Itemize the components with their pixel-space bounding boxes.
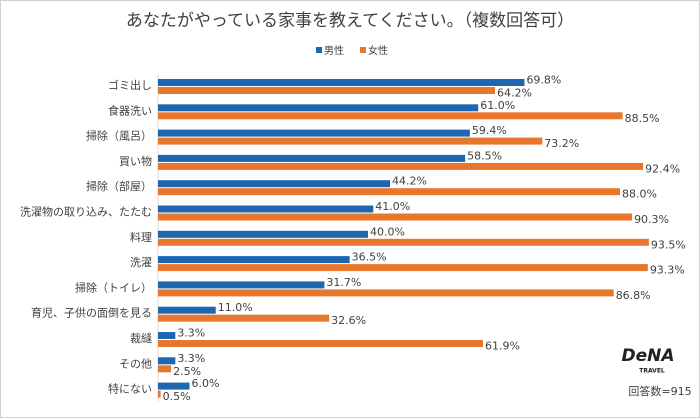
- bar: [158, 332, 176, 339]
- bar: [158, 306, 216, 314]
- bar: [158, 289, 614, 297]
- y-tick-label: 裁縫: [130, 331, 152, 345]
- value-label: 93.3%: [650, 264, 685, 277]
- legend-label: 男性: [324, 44, 344, 57]
- bar: [158, 162, 644, 170]
- y-tick-label: 掃除（部屋）: [86, 179, 152, 193]
- bar: [158, 104, 479, 112]
- value-label: 3.3%: [177, 327, 205, 340]
- value-label: 59.4%: [472, 124, 507, 137]
- bar: [158, 238, 649, 246]
- y-tick-label: 特にない: [108, 382, 152, 396]
- y-tick-label: 食器洗い: [108, 103, 152, 117]
- y-tick-label: 洗濯: [130, 256, 152, 269]
- chart-title: あなたがやっている家事を教えてください。（複数回答可）: [126, 11, 574, 31]
- bar: [158, 264, 648, 272]
- value-label: 86.8%: [616, 289, 651, 302]
- bar: [158, 314, 330, 322]
- value-label: 58.5%: [467, 149, 502, 162]
- bar: [158, 281, 325, 289]
- bar: [158, 137, 543, 145]
- value-label: 41.0%: [375, 200, 410, 213]
- bar: [158, 79, 525, 86]
- bar: [158, 382, 190, 390]
- y-tick-label: 掃除（風呂）: [86, 129, 152, 143]
- bar: [158, 340, 483, 347]
- value-label: 88.0%: [622, 188, 657, 201]
- bar: [158, 180, 391, 188]
- y-tick-label: 育児、子供の面倒を見る: [31, 306, 152, 320]
- value-label: 0.5%: [163, 390, 191, 403]
- logo-sub: TRAVEL: [639, 368, 665, 375]
- bar: [158, 112, 623, 120]
- y-tick-label: 買い物: [119, 154, 152, 168]
- value-label: 93.5%: [651, 238, 686, 251]
- value-label: 40.0%: [370, 225, 405, 238]
- bar: [158, 213, 633, 221]
- bar: [158, 188, 620, 196]
- value-label: 31.7%: [326, 276, 361, 289]
- value-label: 88.5%: [625, 112, 660, 125]
- bar: [158, 87, 496, 94]
- value-label: 36.5%: [352, 251, 387, 264]
- bar: [158, 154, 466, 162]
- value-label: 61.9%: [485, 340, 520, 353]
- value-label: 92.4%: [645, 162, 680, 175]
- bar: [158, 390, 161, 398]
- legend-swatch: [316, 47, 322, 53]
- y-tick-label: 洗濯物の取り込み、たたむ: [20, 205, 152, 219]
- legend-label: 女性: [368, 44, 388, 57]
- value-label: 2.5%: [173, 365, 201, 378]
- value-label: 73.2%: [544, 137, 579, 150]
- value-label: 64.2%: [497, 87, 532, 100]
- logo: DeNA: [621, 346, 674, 366]
- value-label: 3.3%: [177, 352, 205, 365]
- value-label: 44.2%: [392, 175, 427, 188]
- y-tick-label: 掃除（トイレ）: [75, 280, 152, 294]
- value-label: 6.0%: [192, 377, 220, 390]
- y-tick-label: ゴミ出し: [108, 78, 152, 92]
- value-label: 69.8%: [526, 74, 561, 87]
- legend-swatch: [360, 47, 366, 53]
- bar: [158, 256, 350, 264]
- value-label: 61.0%: [480, 99, 515, 112]
- value-label: 32.6%: [331, 314, 366, 327]
- value-label: 11.0%: [218, 301, 253, 314]
- value-label: 90.3%: [634, 213, 669, 226]
- bar: [158, 357, 176, 365]
- bar: [158, 205, 374, 213]
- y-tick-label: その他: [119, 357, 152, 370]
- bar: [158, 230, 368, 238]
- note: 回答数=915: [628, 384, 691, 398]
- bar: [158, 129, 470, 137]
- bar: [158, 365, 172, 373]
- y-tick-label: 料理: [130, 230, 152, 244]
